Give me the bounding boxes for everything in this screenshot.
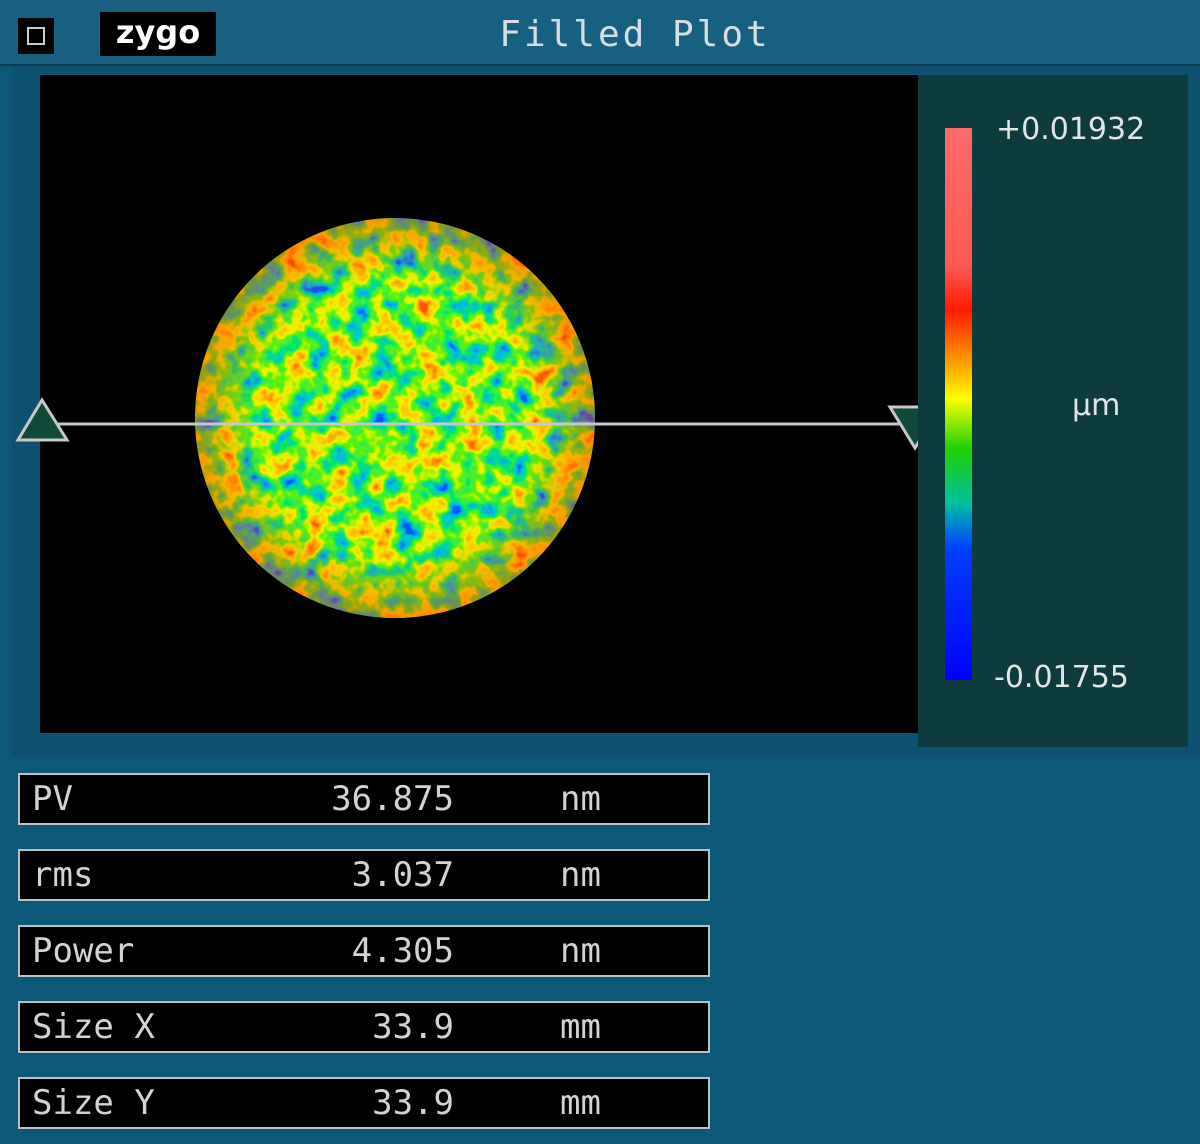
result-row: Size X 33.9 mm xyxy=(18,1001,710,1053)
logo: zygo xyxy=(100,12,216,56)
result-unit: nm xyxy=(560,855,601,895)
colorbar xyxy=(945,128,972,680)
result-unit: mm xyxy=(560,1007,601,1047)
result-value: 3.037 xyxy=(351,855,454,895)
result-unit: nm xyxy=(560,779,601,819)
result-unit: nm xyxy=(560,931,601,971)
colorbar-min: -0.01755 xyxy=(994,660,1129,695)
surface-map xyxy=(40,218,918,618)
result-value: 33.9 xyxy=(372,1007,454,1047)
title-bar: zygo Filled Plot xyxy=(0,0,1200,66)
result-label: PV xyxy=(32,779,73,819)
colorbar-unit: µm xyxy=(1072,388,1121,423)
result-label: Size X xyxy=(32,1007,155,1047)
result-value: 33.9 xyxy=(372,1083,454,1123)
result-row: rms 3.037 nm xyxy=(18,849,710,901)
result-row: Power 4.305 nm xyxy=(18,925,710,977)
result-value: 36.875 xyxy=(331,779,454,819)
marker-left[interactable] xyxy=(14,395,74,447)
result-unit: mm xyxy=(560,1083,601,1123)
colorbar-max: +0.01932 xyxy=(996,112,1146,147)
result-row: PV 36.875 nm xyxy=(18,773,710,825)
result-label: Power xyxy=(32,931,135,971)
result-label: rms xyxy=(32,855,94,895)
window-title: Filled Plot xyxy=(499,14,771,55)
close-button[interactable] xyxy=(18,18,54,54)
result-label: Size Y xyxy=(32,1083,155,1123)
result-row: Size Y 33.9 mm xyxy=(18,1077,710,1129)
result-value: 4.305 xyxy=(351,931,454,971)
plot-area xyxy=(40,75,918,733)
